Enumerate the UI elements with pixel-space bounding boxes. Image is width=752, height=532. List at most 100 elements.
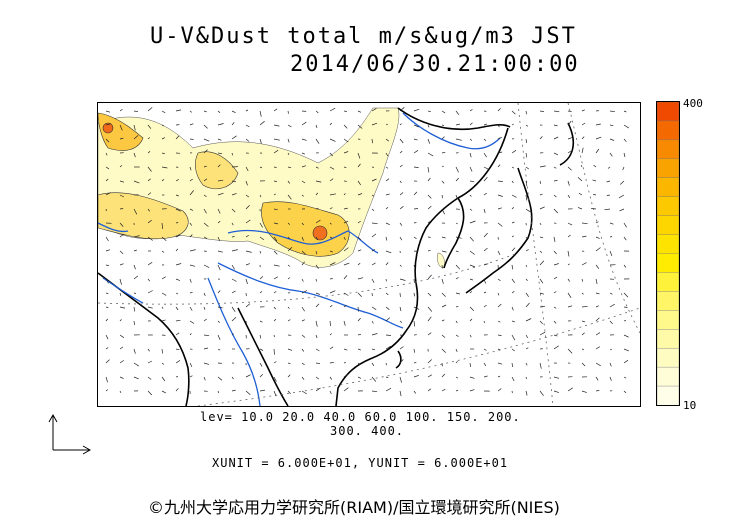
wind-arrow: [623, 110, 627, 113]
wind-arrow: [119, 292, 122, 296]
wind-arrow: [287, 264, 291, 267]
wind-arrow: [567, 194, 571, 199]
wind-arrow: [623, 264, 627, 268]
wind-arrow: [259, 348, 264, 351]
wind-arrow: [287, 374, 291, 378]
wind-arrow: [385, 206, 389, 210]
wind-arrow: [105, 278, 109, 284]
wind-arrow: [441, 362, 443, 367]
wind-arrow: [315, 334, 318, 339]
wind-arrow: [455, 138, 462, 141]
wind-arrow: [315, 250, 318, 255]
wind-arrow: [581, 122, 586, 126]
wind-arrow: [413, 108, 420, 112]
wind-arrow: [231, 264, 235, 270]
wind-arrow: [203, 110, 207, 113]
wind-arrow: [175, 109, 182, 112]
wind-arrow: [469, 194, 472, 197]
wind-arrow: [287, 277, 291, 280]
dust-region-center: [261, 201, 350, 257]
wind-arrow: [273, 361, 277, 364]
wind-arrow: [511, 235, 514, 238]
wind-arrow: [105, 347, 109, 350]
wind-arrow: [511, 291, 515, 294]
wind-arrow: [567, 387, 573, 392]
wind-arrow: [371, 249, 376, 252]
wind-arrow: [385, 222, 390, 226]
wind-arrow: [427, 292, 432, 297]
wind-arrow: [511, 180, 514, 184]
wind-arrow: [581, 390, 587, 393]
legend-swatch: [656, 196, 680, 217]
wind-arrow: [105, 110, 111, 113]
wind-arrow: [147, 151, 151, 154]
wind-arrow: [595, 148, 600, 154]
coast-korea: [443, 197, 465, 269]
wind-arrow: [161, 390, 166, 394]
wind-arrow: [578, 192, 583, 196]
wind-arrow: [343, 387, 349, 392]
wind-arrow: [147, 278, 151, 282]
wind-arrow: [413, 236, 417, 239]
wind-arrow: [469, 122, 473, 126]
wind-arrow: [553, 194, 557, 198]
wind-arrow: [427, 306, 433, 312]
wind-arrow: [259, 120, 265, 126]
wind-arrow: [567, 348, 573, 354]
wind-arrow: [189, 278, 192, 283]
wind-arrow: [595, 305, 599, 308]
coast-india: [98, 272, 190, 406]
wind-arrow: [455, 123, 460, 126]
wind-arrow: [329, 278, 333, 280]
wind-arrow: [455, 236, 462, 239]
wind-arrow: [273, 236, 278, 242]
wind-arrow: [606, 180, 611, 183]
wind-arrow: [175, 332, 180, 336]
wind-arrow: [133, 376, 139, 380]
legend-swatch: [656, 310, 680, 330]
wind-arrow: [119, 360, 124, 364]
wind-arrow: [161, 319, 166, 322]
wind-arrow: [105, 178, 109, 182]
wind-arrow: [483, 278, 487, 284]
wind-arrow: [133, 292, 137, 294]
wind-arrow: [203, 236, 208, 239]
wind-arrow: [399, 107, 405, 112]
wind-arrow: [245, 109, 249, 112]
wind-arrow: [511, 150, 517, 154]
wind-arrow: [245, 390, 251, 396]
wind-arrow: [469, 250, 475, 255]
wind-arrow: [357, 193, 363, 196]
wind-arrow: [287, 362, 291, 365]
wind-arrow: [273, 138, 280, 141]
wind-arrow: [343, 236, 346, 240]
wind-arrow: [273, 318, 277, 322]
wind-arrow: [147, 390, 153, 396]
wind-arrow: [217, 220, 221, 224]
wind-arrow: [175, 179, 179, 182]
wind-arrow: [161, 276, 166, 280]
wind-arrow: [105, 152, 108, 156]
wind-arrow: [189, 249, 196, 252]
wind-arrow: [301, 236, 304, 241]
wind-arrow: [189, 178, 193, 182]
wind-arrow: [119, 137, 124, 140]
wind-arrow: [357, 236, 362, 241]
wind-arrow: [455, 194, 458, 200]
wind-arrow: [315, 236, 319, 241]
wind-arrow: [567, 263, 570, 266]
wind-arrow: [539, 110, 544, 112]
wind-arrow: [343, 207, 348, 210]
wind-arrow: [175, 222, 179, 224]
wind-arrow: [399, 138, 404, 144]
wind-arrow: [343, 348, 348, 351]
wind-arrow: [329, 122, 332, 126]
wind-arrow: [469, 208, 473, 211]
wind-arrow: [315, 303, 320, 308]
wind-arrow: [175, 263, 182, 266]
dust-plume: [98, 107, 445, 268]
wind-arrow: [217, 390, 220, 394]
wind-arrow: [231, 122, 235, 126]
river-yellow: [227, 229, 379, 254]
wind-arrow: [343, 320, 346, 326]
